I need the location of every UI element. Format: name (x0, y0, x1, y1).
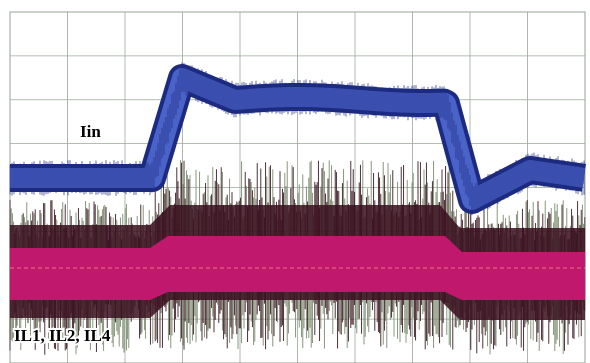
oscilloscope-capture: Iin IL1, IL2, IL4 (0, 0, 590, 363)
inductor-currents-label: IL1, IL2, IL4 (14, 326, 111, 345)
page: {"labels": {"input_current": "Iin", "ind… (0, 0, 590, 363)
input-current-label: Iin (80, 122, 101, 141)
